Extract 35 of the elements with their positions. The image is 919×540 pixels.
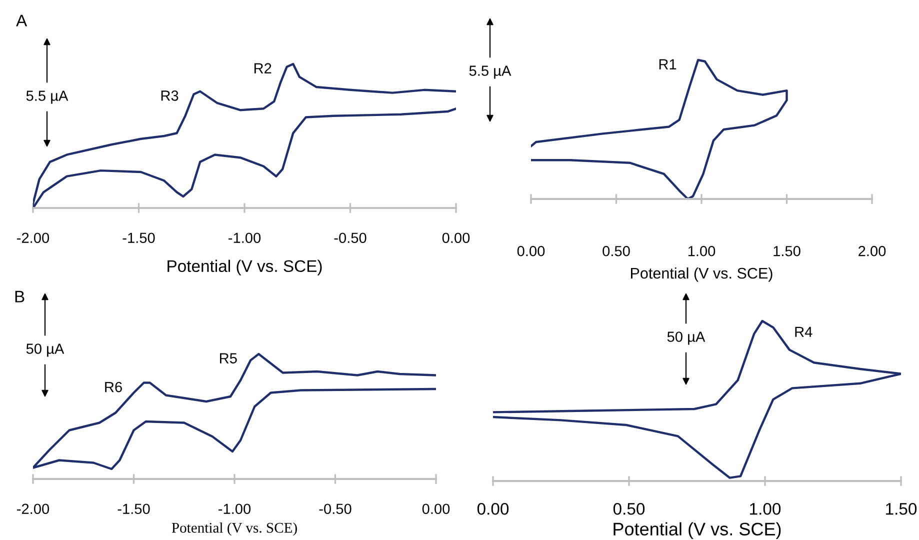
x-tick-label: 2.00 bbox=[858, 246, 886, 256]
annotation: R5 bbox=[220, 353, 237, 364]
x-axis-title: Potential (V vs. SCE) bbox=[172, 522, 297, 536]
annotation: R4 bbox=[795, 326, 812, 337]
x-tick-label: 0.00 bbox=[517, 246, 545, 256]
x-tick-label: 0.50 bbox=[602, 246, 630, 256]
x-tick-label: 0.00 bbox=[442, 232, 470, 244]
annotation: R3 bbox=[161, 90, 178, 101]
text: A bbox=[16, 14, 28, 26]
x-axis-title: Potential (V vs. SCE) bbox=[168, 260, 322, 276]
x-tick-label: -1.50 bbox=[122, 232, 155, 244]
x-tick-label: -1.50 bbox=[118, 504, 150, 514]
x-tick-label: 0.50 bbox=[613, 502, 645, 515]
x-tick-label: -0.50 bbox=[334, 232, 366, 244]
x-tick-label: 1.00 bbox=[688, 246, 716, 256]
x-tick-label: -2.00 bbox=[17, 504, 50, 514]
annotation: 5.5 µA bbox=[26, 90, 68, 104]
x-axis-title: Potential (V vs. SCE) bbox=[631, 267, 772, 282]
annotation: R1 bbox=[659, 59, 676, 70]
x-tick-label: 0.00 bbox=[477, 502, 509, 515]
annotation: 50 µA bbox=[667, 332, 706, 345]
x-tick-label: 0.00 bbox=[422, 504, 450, 514]
x-tick-label: 1.00 bbox=[750, 502, 781, 515]
x-tick-label: -1.00 bbox=[218, 504, 251, 514]
x-tick-label: -0.50 bbox=[319, 504, 352, 514]
x-tick-label: -1.00 bbox=[228, 232, 261, 244]
x-axis-title: Potential (V vs. SCE) bbox=[614, 522, 781, 540]
annotation: R6 bbox=[105, 382, 122, 392]
annotation: 50 µA bbox=[26, 344, 64, 357]
x-tick-label: 1.50 bbox=[886, 502, 917, 515]
annotation: R2 bbox=[254, 63, 272, 74]
text: 5.5 µA bbox=[469, 66, 512, 79]
x-tick-label: -2.00 bbox=[17, 232, 50, 244]
text: B bbox=[15, 290, 24, 302]
x-tick-label: 1.50 bbox=[774, 246, 800, 256]
